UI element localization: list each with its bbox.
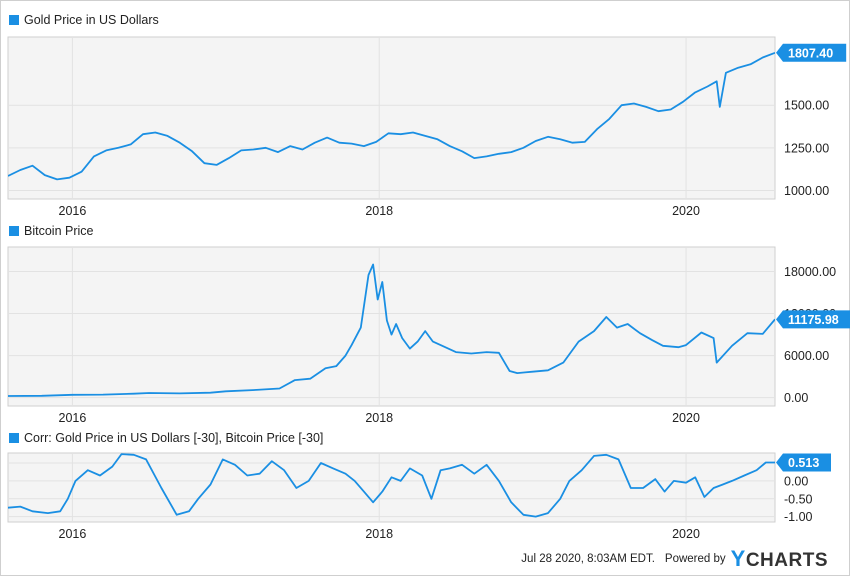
footer-timestamp: Jul 28 2020, 8:03AM EDT.	[521, 553, 655, 565]
legend-correlation: Corr: Gold Price in US Dollars [-30], Bi…	[9, 431, 323, 445]
y-tick-label: 0.00	[784, 474, 808, 488]
x-tick-label: 2016	[59, 411, 87, 425]
y-tick-label: 1250.00	[784, 141, 829, 155]
x-tick-label: 2020	[672, 411, 700, 425]
x-tick-label: 2016	[59, 204, 87, 218]
last-value-label: 0.513	[788, 456, 819, 470]
x-tick-label: 2018	[365, 204, 393, 218]
y-tick-label: -1.00	[784, 510, 813, 524]
x-tick-label: 2018	[365, 411, 393, 425]
plot-area-2	[7, 452, 776, 523]
last-value-label: 11175.98	[788, 313, 839, 327]
series-line-1	[8, 263, 775, 397]
footer: Jul 28 2020, 8:03AM EDT. Powered by YCHA…	[521, 546, 828, 572]
legend-bitcoin-label: Bitcoin Price	[24, 224, 94, 238]
plot-area-1	[7, 246, 776, 407]
x-tick-label: 2020	[672, 527, 700, 541]
x-tick-label: 2018	[365, 527, 393, 541]
legend-gold: Gold Price in US Dollars	[9, 13, 159, 27]
last-value-tag	[776, 310, 850, 329]
x-tick-label: 2016	[59, 527, 87, 541]
y-tick-label: 1000.00	[784, 184, 829, 198]
y-tick-label: 1500.00	[784, 99, 829, 113]
legend-bitcoin-swatch	[9, 226, 19, 236]
last-value-label: 1807.40	[788, 46, 833, 60]
y-tick-label: 18000.00	[784, 265, 836, 279]
legend-gold-label: Gold Price in US Dollars	[24, 13, 159, 27]
y-tick-label: 0.00	[784, 391, 808, 405]
series-line-2	[8, 453, 775, 518]
last-value-tag	[776, 453, 831, 472]
x-tick-label: 2020	[672, 204, 700, 218]
plot-area-0	[7, 36, 776, 200]
legend-gold-swatch	[9, 15, 19, 25]
series-line-0	[8, 51, 775, 181]
legend-correlation-swatch	[9, 433, 19, 443]
y-tick-label: -0.50	[784, 492, 813, 506]
legend-correlation-label: Corr: Gold Price in US Dollars [-30], Bi…	[24, 431, 324, 445]
footer-powered-by: Powered by	[664, 553, 726, 565]
last-value-tag	[776, 43, 847, 62]
legend-bitcoin: Bitcoin Price	[9, 224, 93, 238]
y-tick-label: 6000.00	[784, 349, 829, 363]
ycharts-logo[interactable]: YCHARTS	[730, 546, 828, 571]
